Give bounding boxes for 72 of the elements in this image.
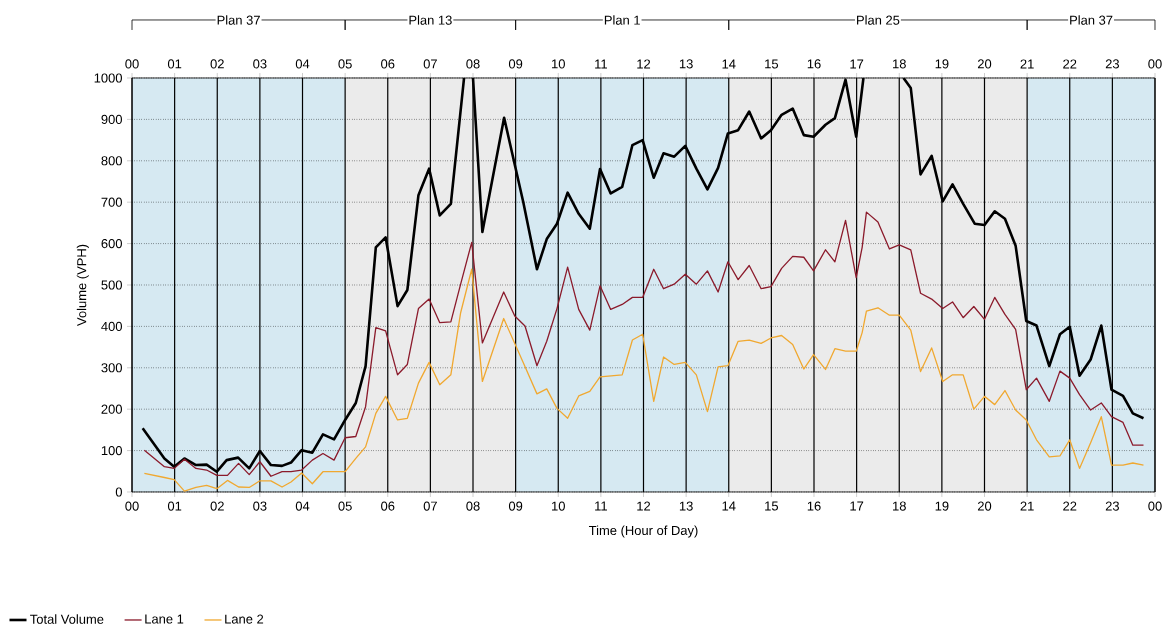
x-tick-label: 19 xyxy=(935,59,949,69)
x-tick-label: 12 xyxy=(637,59,651,69)
x-tick-label: 22 xyxy=(1063,59,1077,69)
text: 11 xyxy=(595,501,607,511)
x-tick-label: 23 xyxy=(1105,59,1120,69)
y-tick-label: 700 xyxy=(101,197,122,207)
x-tick-label: 02 xyxy=(210,59,224,69)
text: 13 xyxy=(679,501,693,511)
text: 16 xyxy=(807,501,821,511)
y-tick-label: 0 xyxy=(115,487,122,497)
y-tick-label: 300 xyxy=(101,363,122,373)
text: 22 xyxy=(1063,501,1077,511)
x-tick-label: 20 xyxy=(977,59,992,69)
x-axis-title: Time (Hour of Day) xyxy=(588,525,698,538)
text: 00 xyxy=(1148,501,1162,511)
x-tick-label: 11 xyxy=(595,59,607,69)
y-tick-label: 1000 xyxy=(94,73,122,83)
text: 01 xyxy=(167,501,182,511)
legend-label: Lane 2 xyxy=(225,614,264,624)
text: 18 xyxy=(893,501,906,511)
text: 02 xyxy=(210,501,224,511)
y-tick-label: 100 xyxy=(101,446,122,456)
x-tick-label: 00 xyxy=(125,59,139,69)
text: 17 xyxy=(850,501,864,511)
text: 04 xyxy=(295,501,310,511)
line-series xyxy=(143,211,1145,477)
text: 12 xyxy=(637,501,651,511)
text: Plan 37 xyxy=(1070,15,1113,25)
text: Plan 25 xyxy=(857,15,900,25)
y-axis-title: Volume (VPH) xyxy=(76,244,89,326)
x-tick-label: 21 xyxy=(1020,59,1034,69)
y-tick-label: 900 xyxy=(101,114,122,124)
x-tick-label: 07 xyxy=(423,59,437,69)
x-tick-label: 00 xyxy=(1148,59,1162,69)
x-tick-label: 06 xyxy=(381,59,395,69)
x-tick-label: 16 xyxy=(807,59,821,69)
text: 19 xyxy=(935,501,949,511)
x-tick-label: 14 xyxy=(722,59,736,69)
x-tick-label: 03 xyxy=(253,59,267,69)
text: 05 xyxy=(338,501,352,511)
y-tick-label: 600 xyxy=(101,239,122,249)
x-tick-label: 08 xyxy=(466,59,480,69)
text: 00 xyxy=(125,501,139,511)
x-tick-label: 15 xyxy=(765,59,779,69)
x-tick-label: 09 xyxy=(508,59,523,69)
legend-label: Total Volume xyxy=(30,614,104,624)
legend-label: Lane 1 xyxy=(145,614,184,624)
text: 14 xyxy=(722,501,736,511)
x-tick-label: 18 xyxy=(893,59,906,69)
text: Plan 13 xyxy=(409,15,452,25)
y-tick-label: 500 xyxy=(101,280,122,290)
text: 03 xyxy=(253,501,267,511)
x-tick-label: 10 xyxy=(552,59,565,69)
text: 21 xyxy=(1020,501,1034,511)
text: 20 xyxy=(977,501,992,511)
text: 07 xyxy=(423,501,437,511)
x-tick-label: 04 xyxy=(295,59,310,69)
y-tick-label: 400 xyxy=(101,321,122,331)
text: 23 xyxy=(1105,501,1120,511)
y-tick-label: 800 xyxy=(101,156,122,166)
text: 08 xyxy=(466,501,480,511)
text: 06 xyxy=(381,501,395,511)
text: 10 xyxy=(552,501,565,511)
x-tick-label: 13 xyxy=(679,59,693,69)
x-tick-label: 17 xyxy=(850,59,864,69)
x-tick-label: 05 xyxy=(338,59,352,69)
text: 15 xyxy=(765,501,779,511)
text: 09 xyxy=(508,501,523,511)
text: Plan 1 xyxy=(604,15,640,25)
x-tick-label: 01 xyxy=(167,59,182,69)
text: Plan 37 xyxy=(217,15,260,25)
y-tick-label: 200 xyxy=(101,404,122,414)
